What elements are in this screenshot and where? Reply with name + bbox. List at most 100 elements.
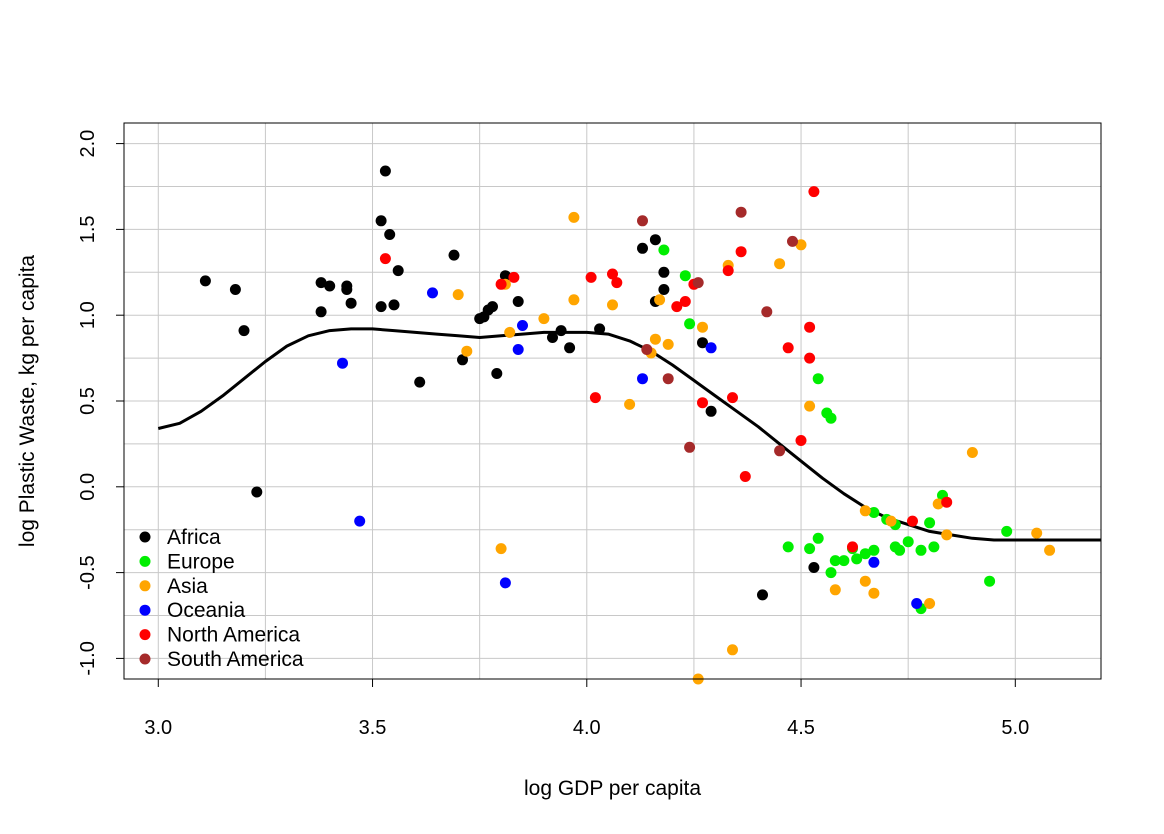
legend-label-europe: Europe	[167, 550, 235, 573]
point-asia	[941, 529, 953, 541]
x-axis: 3.0 3.5 4.0 4.5 5.0	[144, 679, 1029, 739]
point-asia	[568, 211, 580, 223]
point-asia	[624, 398, 636, 410]
point-asia	[654, 294, 666, 306]
point-north-america	[907, 515, 918, 527]
point-north-america	[727, 392, 738, 404]
point-africa	[375, 215, 387, 227]
point-africa	[379, 165, 391, 177]
point-europe	[812, 373, 824, 385]
point-africa	[345, 297, 357, 309]
point-africa	[341, 284, 353, 295]
point-europe	[782, 541, 794, 553]
point-asia	[924, 598, 936, 609]
point-south-america	[662, 373, 674, 385]
point-south-america	[637, 215, 648, 227]
point-asia	[662, 338, 674, 350]
point-asia	[804, 400, 816, 412]
point-europe	[804, 543, 816, 555]
point-africa	[375, 301, 387, 313]
point-africa	[457, 354, 468, 366]
point-africa	[649, 234, 661, 246]
point-asia	[461, 345, 473, 357]
legend-label-oceania: Oceania	[167, 599, 246, 622]
legend-label-north-america: North America	[167, 624, 300, 647]
point-south-america	[684, 441, 696, 453]
point-asia	[774, 258, 786, 270]
point-oceania	[637, 373, 648, 385]
legend-marker-north-america	[139, 629, 151, 641]
point-africa	[388, 299, 400, 311]
point-europe	[894, 544, 906, 556]
point-africa	[315, 306, 327, 318]
point-europe	[684, 318, 696, 330]
point-south-america	[774, 445, 786, 457]
point-asia	[795, 239, 807, 251]
point-north-america	[671, 301, 683, 313]
legend-label-africa: Africa	[167, 526, 221, 549]
point-africa	[238, 325, 250, 337]
legend-label-asia: Asia	[167, 575, 208, 598]
point-oceania	[705, 342, 717, 354]
point-europe	[868, 544, 880, 556]
point-europe	[859, 548, 871, 560]
point-north-america	[941, 496, 953, 508]
point-africa	[705, 405, 717, 417]
point-oceania	[499, 577, 511, 589]
point-asia	[607, 299, 618, 311]
point-asia	[932, 498, 944, 510]
legend-marker-europe	[139, 555, 151, 567]
point-north-america	[585, 271, 597, 283]
point-europe	[984, 575, 996, 587]
point-africa	[512, 296, 524, 307]
point-africa	[499, 270, 511, 282]
x-tick-label: 3.5	[359, 717, 387, 739]
point-europe	[838, 555, 850, 567]
point-north-america	[697, 397, 708, 409]
y-tick-label: -0.5	[77, 555, 99, 589]
point-north-america	[679, 296, 691, 307]
point-oceania	[868, 556, 880, 568]
point-oceania	[517, 320, 528, 331]
point-europe	[851, 553, 863, 565]
point-asia	[1031, 527, 1043, 539]
point-north-america	[735, 246, 747, 258]
point-south-america	[692, 277, 704, 289]
point-south-america	[735, 206, 747, 218]
point-africa	[229, 284, 241, 295]
grid-lines	[124, 123, 1101, 679]
point-south-america	[641, 344, 653, 355]
point-north-america	[589, 392, 601, 404]
point-asia	[966, 447, 978, 458]
point-africa	[315, 277, 327, 289]
point-europe	[868, 507, 880, 518]
point-asia	[568, 294, 580, 306]
y-tick-label: 0.5	[77, 387, 99, 415]
x-tick-label: 5.0	[1001, 717, 1029, 739]
point-asia	[649, 333, 661, 345]
point-asia	[504, 326, 516, 338]
legend-label-south-america: South America	[167, 648, 304, 671]
point-north-america	[739, 471, 751, 482]
point-north-america	[495, 278, 507, 290]
point-europe	[829, 555, 841, 567]
point-europe	[679, 270, 691, 282]
point-africa	[637, 242, 648, 254]
legend-marker-africa	[139, 531, 151, 543]
point-africa	[697, 337, 708, 349]
y-tick-label: 0.0	[77, 473, 99, 501]
point-asia	[868, 587, 880, 599]
data-points-group	[199, 165, 1056, 685]
point-north-america	[607, 268, 618, 280]
point-asia	[727, 644, 738, 656]
point-asia	[538, 313, 550, 325]
y-tick-label: 1.0	[77, 301, 99, 329]
legend-marker-south-america	[139, 653, 151, 665]
point-europe	[928, 541, 940, 553]
y-tick-label: 2.0	[77, 130, 99, 158]
point-africa	[658, 284, 670, 295]
point-asia	[1044, 544, 1056, 556]
